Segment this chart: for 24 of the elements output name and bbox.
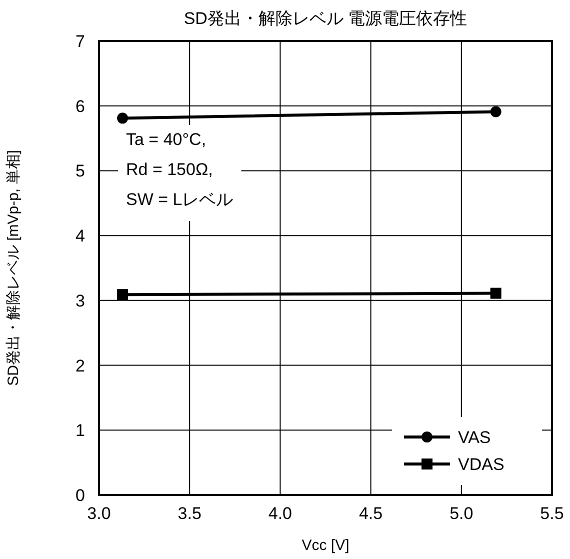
legend-label: VDAS — [458, 455, 504, 474]
chart-title: SD発出・解除レベル 電源電圧依存性 — [184, 9, 468, 28]
y-tick-label: 5 — [76, 162, 85, 181]
annotation: Ta = 40°C, Rd = 150Ω, SW = Lレベル — [126, 130, 234, 209]
x-tick-label: 4.5 — [358, 504, 383, 523]
x-tick-label: 3.5 — [178, 504, 202, 523]
y-tick-label: 2 — [76, 356, 85, 376]
x-tick-label: 5.5 — [540, 504, 564, 523]
y-axis-title: SD発出・解除レベル [mVp-p, 単相] — [5, 150, 22, 386]
point — [490, 288, 502, 299]
x-axis-title: Vcc [V] — [302, 537, 350, 554]
x-tick-label: 3.0 — [87, 504, 111, 523]
x-tick-label: 4.0 — [268, 504, 292, 523]
y-tick-label: 0 — [76, 486, 85, 505]
y-tick-label: 4 — [76, 226, 85, 246]
point — [117, 112, 128, 124]
legend-label: VAS — [458, 428, 491, 447]
point — [117, 289, 128, 300]
y-tick-label: 6 — [76, 96, 85, 116]
y-tick-label: 7 — [76, 32, 85, 51]
point — [490, 106, 502, 118]
y-tick-label: 3 — [76, 291, 85, 310]
x-tick-label: 5.0 — [450, 504, 474, 523]
y-tick-label: 1 — [76, 421, 85, 440]
